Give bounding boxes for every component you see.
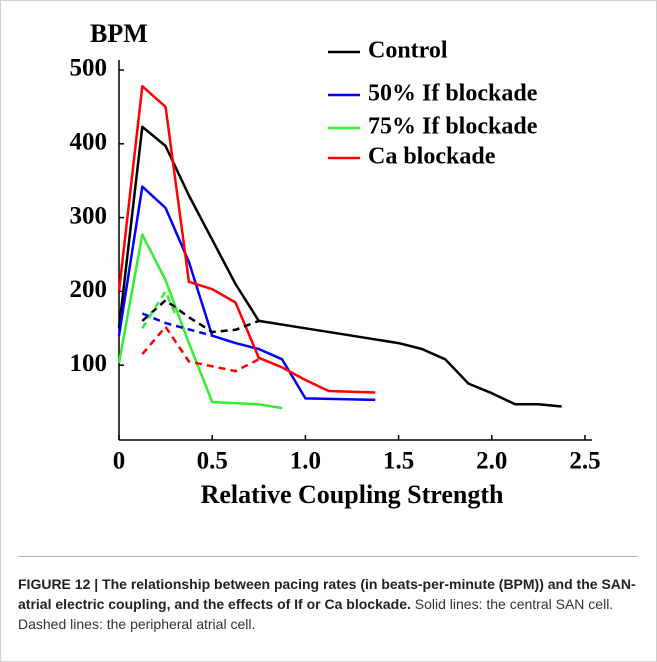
x-tick-label: 2.0 bbox=[476, 448, 507, 475]
y-tick-label: 100 bbox=[70, 350, 108, 377]
caption: FIGURE 12 | The relationship between pac… bbox=[18, 574, 640, 634]
x-tick-label: 1.0 bbox=[290, 448, 321, 475]
y-tick-label: 500 bbox=[70, 55, 108, 82]
legend-label: 75% If blockade bbox=[368, 114, 538, 140]
dashed-line bbox=[141, 325, 260, 373]
legend-label: 50% If blockade bbox=[368, 81, 538, 107]
chart: BPM Relative Coupling Strength 100 200 300… bbox=[70, 19, 601, 509]
line bbox=[117, 233, 283, 410]
legend-label: Ca blockade bbox=[368, 144, 496, 170]
y-tick-label: 400 bbox=[70, 129, 108, 156]
dashed-line bbox=[141, 290, 177, 329]
dashed-line bbox=[141, 299, 260, 334]
x-tick-label: 0 bbox=[113, 448, 126, 475]
line bbox=[117, 84, 376, 394]
x-axis-label: Relative Coupling Strength bbox=[201, 480, 504, 509]
caption-text: Solid lines: the central SAN cell. Dashe… bbox=[18, 596, 614, 632]
line bbox=[117, 185, 376, 402]
y-axis-label: BPM bbox=[90, 19, 148, 48]
dashed-line bbox=[141, 312, 213, 337]
legend-label: Control bbox=[368, 38, 448, 64]
x-tick-label: 0.5 bbox=[197, 448, 228, 475]
caption-label: FIGURE 12 | The relationship between pac… bbox=[18, 576, 636, 612]
y-tick-label: 300 bbox=[70, 202, 108, 229]
caption-rule bbox=[18, 556, 638, 557]
x-tick-label: 2.5 bbox=[569, 448, 600, 475]
line bbox=[117, 125, 562, 408]
y-tick-label: 200 bbox=[70, 276, 108, 303]
x-tick-label: 1.5 bbox=[383, 448, 414, 475]
